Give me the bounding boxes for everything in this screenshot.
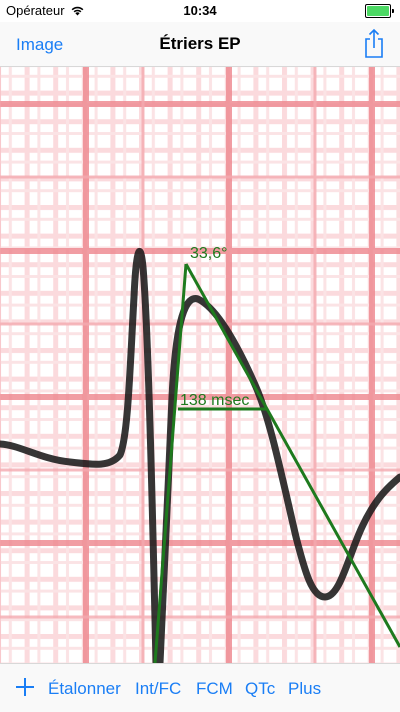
int-fc-button[interactable]: Int/FC <box>135 679 182 698</box>
mean-rate-button[interactable]: FCM <box>196 679 233 698</box>
image-back-button[interactable]: Image <box>16 35 64 54</box>
battery-tip <box>392 9 394 13</box>
status-time: 10:34 <box>183 3 217 18</box>
navigation-bar: Image Étriers EP <box>0 22 400 67</box>
add-caliper-button[interactable] <box>14 676 36 698</box>
status-bar: Opérateur 10:34 <box>0 0 400 22</box>
qtc-button[interactable]: QTc <box>245 679 276 698</box>
calibrate-button[interactable]: Étalonner <box>48 679 121 698</box>
status-right <box>365 4 394 18</box>
status-left: Opérateur <box>6 3 85 18</box>
battery-level <box>367 6 389 16</box>
share-icon <box>365 28 383 58</box>
plus-icon <box>16 678 34 696</box>
grid-background <box>0 67 400 663</box>
ecg-image-area[interactable]: 33,6° 138 msec <box>0 67 400 663</box>
angle-caliper-left-arm[interactable] <box>153 263 188 663</box>
bottom-toolbar: Étalonner Int/FC FCM QTc Plus <box>0 663 400 712</box>
wifi-icon <box>71 6 83 16</box>
interval-measurement-label: 138 msec <box>180 392 249 409</box>
ecg-canvas[interactable]: 33,6° 138 msec <box>0 67 400 663</box>
major-grid <box>0 67 400 663</box>
angle-measurement-label: 33,6° <box>190 245 228 262</box>
share-button[interactable] <box>364 28 384 63</box>
secondary-grid <box>0 67 400 663</box>
angle-caliper-right-arm[interactable] <box>184 263 400 648</box>
carrier-name: Opérateur <box>6 3 65 18</box>
page-title: Étriers EP <box>159 34 241 53</box>
battery-icon <box>365 4 391 18</box>
more-button[interactable]: Plus <box>288 679 322 698</box>
angle-caliper[interactable] <box>153 263 400 663</box>
